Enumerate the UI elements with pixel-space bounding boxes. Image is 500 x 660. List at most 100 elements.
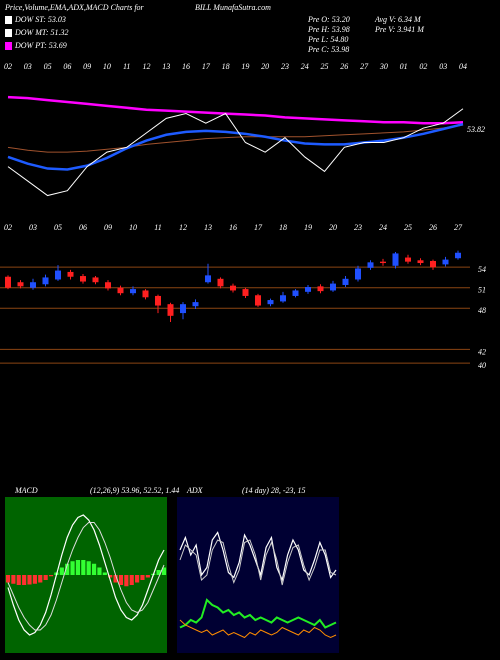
x-tick-label: 12 <box>179 223 187 232</box>
x-tick-label: 18 <box>279 223 287 232</box>
candle-body <box>155 295 161 306</box>
histogram-bar <box>102 572 107 575</box>
x-tick-label: 06 <box>63 62 71 71</box>
series-line <box>7 108 464 197</box>
candle-body <box>255 295 261 306</box>
x-tick-label: 03 <box>24 62 32 71</box>
x-tick-label: 06 <box>79 223 87 232</box>
info-text: Pre O: 53.20 <box>307 15 350 24</box>
histogram-bar <box>48 575 54 577</box>
panel-subtitle: (14 day) 28, -23, 15 <box>242 486 306 495</box>
histogram-bar <box>145 575 150 578</box>
candle-body <box>392 253 399 266</box>
candle-body <box>5 276 11 288</box>
x-tick-label: 10 <box>103 62 111 71</box>
x-tick-label: 23 <box>354 223 362 232</box>
x-tick-label: 13 <box>204 223 212 232</box>
x-tick-label: 17 <box>254 223 263 232</box>
candle-body <box>217 278 224 287</box>
histogram-bar <box>22 575 27 585</box>
candle-body <box>455 252 461 259</box>
x-tick-label: 02 <box>4 223 12 232</box>
header-symbol: BILL MunafaSutra.com <box>195 3 271 12</box>
x-tick-label: 19 <box>241 62 249 71</box>
candle-body <box>42 277 49 285</box>
candle-body <box>205 275 211 283</box>
histogram-bar <box>97 567 102 575</box>
panel-title: ADX <box>186 486 204 495</box>
candle-body <box>292 290 299 296</box>
histogram-bar <box>86 561 91 575</box>
histogram-bar <box>5 575 11 583</box>
candle-body <box>330 283 336 291</box>
x-tick-label: 24 <box>301 62 309 71</box>
y-tick-label: 54 <box>478 265 486 274</box>
histogram-bar <box>161 567 167 575</box>
x-tick-label: 16 <box>229 223 237 232</box>
legend-swatch <box>5 16 12 24</box>
candle-body <box>430 260 436 268</box>
x-tick-label: 04 <box>459 62 467 71</box>
x-tick-label: 02 <box>4 62 12 71</box>
candle-body <box>180 304 186 314</box>
panel-subtitle: (12,26,9) 53.96, 52.52, 1.44 <box>90 486 179 495</box>
candle-body <box>342 278 349 285</box>
x-tick-label: 25 <box>404 223 412 232</box>
series-line <box>179 619 337 639</box>
x-tick-label: 03 <box>439 62 447 71</box>
x-tick-label: 27 <box>360 62 369 71</box>
candle-body <box>105 282 111 289</box>
x-tick-label: 05 <box>54 223 62 232</box>
candle-body <box>167 304 174 316</box>
candle-body <box>242 289 249 296</box>
histogram-bar <box>27 575 32 585</box>
candle-body <box>380 261 386 264</box>
y-tick-label: 51 <box>478 286 486 295</box>
header-title: Price,Volume,EMA,ADX,MACD Charts for <box>4 3 145 12</box>
x-tick-label: 11 <box>154 223 161 232</box>
x-tick-label: 16 <box>182 62 190 71</box>
candle-body <box>305 287 311 292</box>
candle-body <box>92 277 99 283</box>
series-line <box>7 522 165 631</box>
y-tick-label: 48 <box>478 306 486 315</box>
histogram-bar <box>135 575 140 583</box>
end-label: 53.82 <box>467 125 485 134</box>
histogram-bar <box>113 575 118 583</box>
x-tick-label: 05 <box>44 62 52 71</box>
candle-body <box>442 259 449 265</box>
histogram-bar <box>81 560 86 575</box>
x-tick-label: 26 <box>340 62 348 71</box>
histogram-bar <box>43 575 48 580</box>
candle-body <box>55 270 61 280</box>
series-line <box>7 122 464 171</box>
legend-label: DOW MT: 51.32 <box>14 28 69 37</box>
series-line <box>7 514 165 636</box>
x-tick-label: 11 <box>123 62 130 71</box>
x-tick-label: 03 <box>29 223 37 232</box>
histogram-bar <box>140 575 145 580</box>
info-text: Pre L: 54.80 <box>307 35 348 44</box>
x-tick-label: 30 <box>379 62 388 71</box>
candle-body <box>192 302 199 307</box>
legend-label: DOW PT: 53.69 <box>14 41 67 50</box>
candle-body <box>67 271 74 277</box>
y-tick-label: 40 <box>478 361 486 370</box>
candle-body <box>317 286 324 292</box>
x-tick-label: 18 <box>222 62 230 71</box>
x-tick-label: 19 <box>304 223 312 232</box>
histogram-bar <box>75 560 81 575</box>
x-tick-label: 09 <box>83 62 91 71</box>
x-tick-label: 20 <box>261 62 269 71</box>
x-tick-label: 12 <box>142 62 150 71</box>
series-line <box>179 539 337 586</box>
x-tick-label: 27 <box>454 223 463 232</box>
x-tick-label: 13 <box>162 62 170 71</box>
histogram-bar <box>70 561 75 575</box>
x-tick-label: 02 <box>419 62 427 71</box>
x-tick-label: 17 <box>202 62 211 71</box>
info-text: Pre V: 3.941 M <box>374 25 425 34</box>
candle-body <box>367 262 374 268</box>
info-text: Avg V: 6.34 M <box>374 15 422 24</box>
